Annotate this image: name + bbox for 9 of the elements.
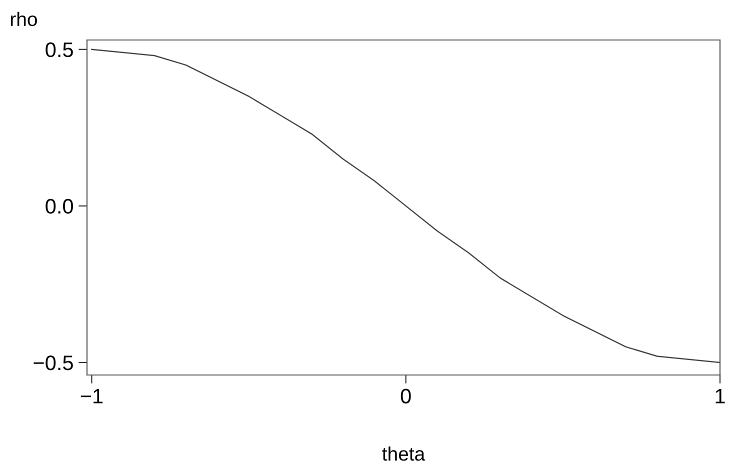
y-tick-label: 0.5 bbox=[46, 42, 73, 58]
y-tick-label: 0.0 bbox=[46, 198, 73, 214]
x-tick-label: 0 bbox=[400, 388, 411, 404]
y-tick-label: −0.5 bbox=[34, 355, 73, 370]
x-tick-label: −1 bbox=[80, 388, 103, 404]
x-axis-title: theta bbox=[382, 446, 426, 461]
y-axis-title: rho bbox=[10, 12, 37, 26]
x-tick-label: 1 bbox=[716, 388, 725, 404]
line-series bbox=[91, 48, 720, 364]
